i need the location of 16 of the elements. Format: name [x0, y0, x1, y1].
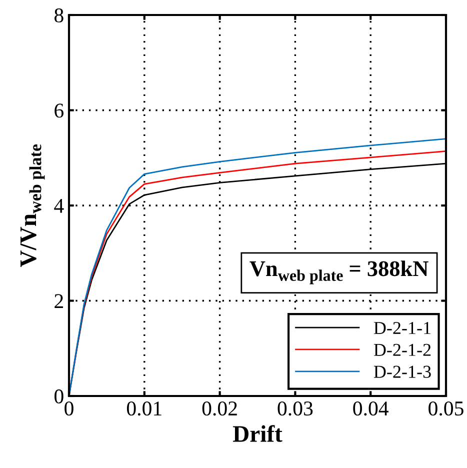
x-tick-label: 0.03: [278, 401, 313, 416]
legend-label: D-2-1-2: [374, 344, 431, 356]
y-axis-title: V/Vnweb plate: [20, 144, 45, 267]
x-tick-label: 0: [64, 401, 74, 416]
x-tick-label: 0.05: [428, 401, 464, 416]
x-tick-label: 0.02: [202, 401, 237, 416]
x-tick-label: 0.04: [353, 401, 389, 416]
x-tick-label: 0.01: [126, 401, 162, 416]
legend-label: D-2-1-1: [374, 322, 430, 334]
y-tick-label: 0: [54, 389, 64, 404]
legend-label: D-2-1-3: [374, 366, 431, 378]
y-tick-label: 2: [54, 294, 63, 308]
y-tick-label: 4: [54, 199, 64, 213]
y-tick-label: 8: [54, 8, 64, 22]
y-tick-label: 6: [54, 104, 64, 118]
x-axis-title: Drift: [233, 425, 282, 442]
